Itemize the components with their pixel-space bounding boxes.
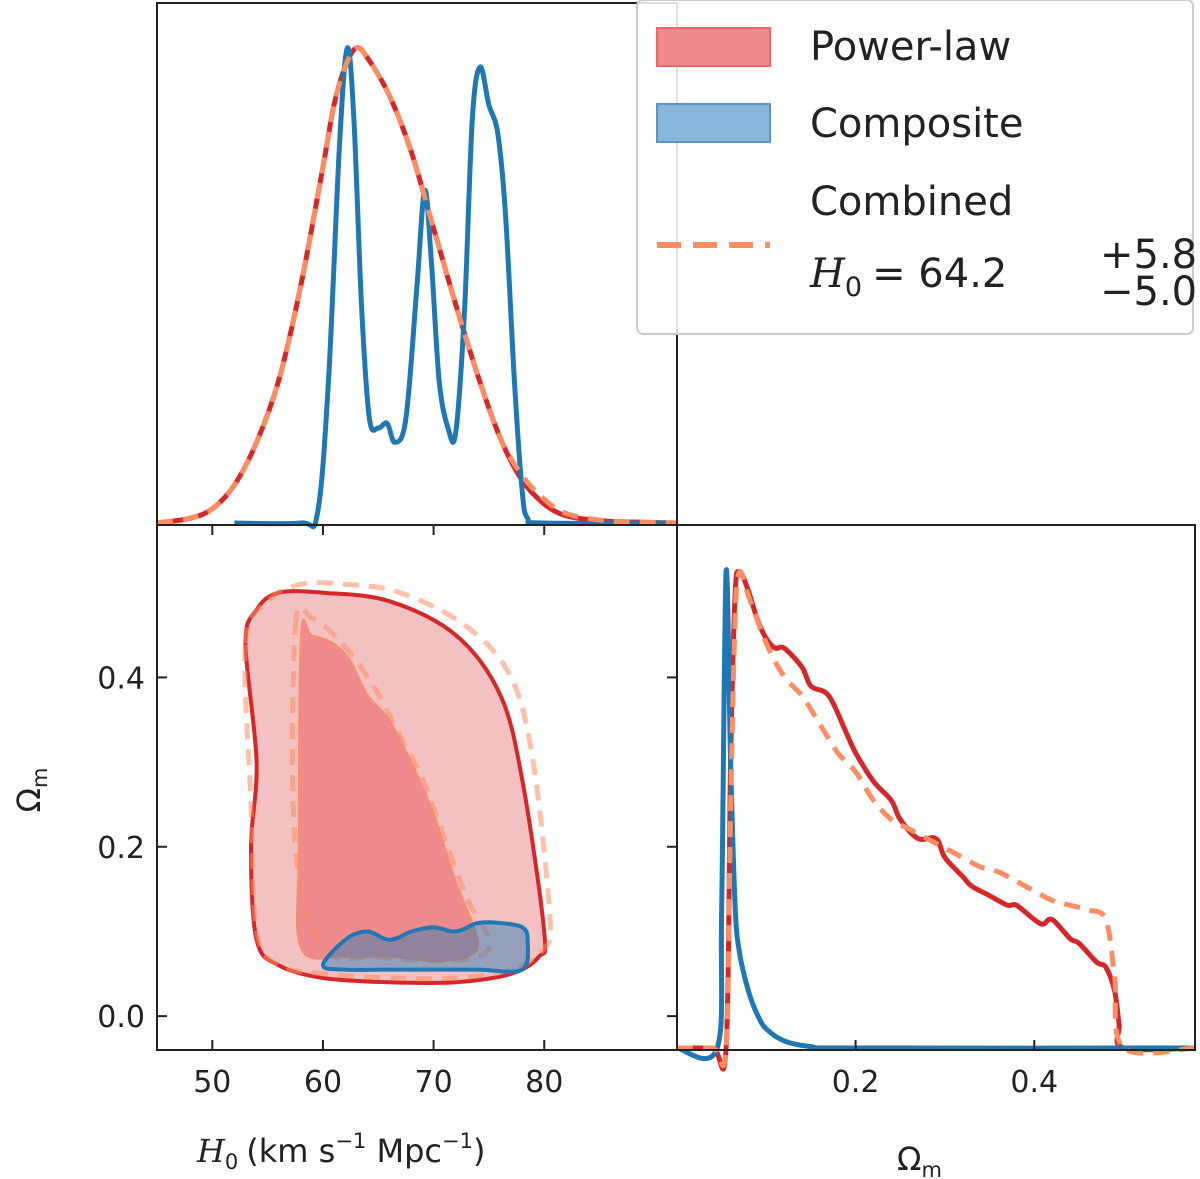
combined-contour-outer bbox=[242, 580, 554, 982]
x-axis-title-h0: H0 (km s−1 Mpc−1) bbox=[196, 1129, 485, 1174]
h0-tick-label: 60 bbox=[304, 1065, 342, 1100]
legend-frame bbox=[636, 0, 1194, 335]
om-x-tick-label: 0.2 bbox=[832, 1065, 880, 1100]
legend-label-powerlaw: Power-law bbox=[810, 24, 1011, 70]
om-x-ticks: 0.2 0.4 bbox=[832, 1040, 1058, 1100]
legend-result: H0 = 64.2 bbox=[809, 251, 1007, 303]
joint-y-ticks: 0.0 0.2 0.4 bbox=[97, 661, 677, 1035]
om-x-tick-label: 0.4 bbox=[1010, 1065, 1058, 1100]
h0-tick-label: 70 bbox=[415, 1065, 453, 1100]
legend-result-minus: −5.0 bbox=[1100, 269, 1197, 315]
h0-combined-curve bbox=[156, 45, 678, 526]
om-combined-curve bbox=[677, 568, 1196, 1069]
om-marginal-frame bbox=[676, 524, 1196, 1051]
legend-result-plus: +5.8 bbox=[1100, 232, 1197, 278]
h0-marginal-panel bbox=[156, 2, 678, 530]
legend-label-composite: Composite bbox=[810, 101, 1023, 147]
x-axis-title-om: Ωm bbox=[897, 1140, 942, 1179]
legend-label-combined: Combined bbox=[810, 179, 1013, 225]
composite-contour bbox=[320, 920, 531, 974]
om-composite-curve bbox=[676, 567, 1196, 1062]
y-axis-title-om: Ωm bbox=[10, 768, 52, 813]
legend-swatch-composite bbox=[656, 103, 771, 143]
om-y-tick-label: 0.4 bbox=[97, 661, 145, 696]
h0-tick-label: 80 bbox=[525, 1065, 563, 1100]
legend-swatch-powerlaw bbox=[656, 27, 771, 67]
om-y-tick-label: 0.0 bbox=[97, 1000, 145, 1035]
joint-panel: 50 60 70 80 0.0 0.2 0.4 bbox=[97, 524, 678, 1100]
powerlaw-contour-inner bbox=[295, 618, 479, 962]
joint-x-ticks: 50 60 70 80 bbox=[193, 525, 563, 1100]
om-marginal-panel: 0.2 0.4 bbox=[676, 524, 1196, 1100]
combined-contour-inner bbox=[289, 604, 492, 964]
om-powerlaw-curve bbox=[677, 569, 1196, 1072]
legend: Power-law Composite Combined H0 = 64.2 +5… bbox=[636, 0, 1197, 335]
om-y-tick-label: 0.2 bbox=[97, 831, 145, 866]
h0-tick-label: 50 bbox=[193, 1065, 231, 1100]
